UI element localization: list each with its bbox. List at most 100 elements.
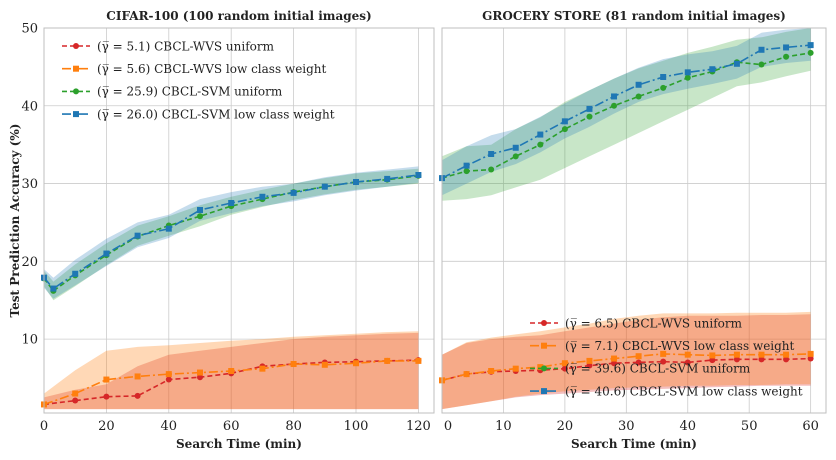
data-point: [758, 351, 765, 358]
data-point: [635, 93, 642, 100]
series-line: [441, 353, 811, 382]
data-point: [353, 179, 359, 185]
x-tick-label: 20: [557, 419, 574, 434]
data-point: [807, 49, 814, 56]
confidence-band: [442, 28, 811, 201]
legend-label: (γ̅ = 5.1) CBCL-WVS uniform: [97, 39, 275, 53]
chart-title: GROCERY STORE (81 random initial images): [482, 9, 786, 23]
data-point: [586, 113, 593, 120]
confidence-band: [442, 311, 811, 410]
series-line: [441, 357, 811, 382]
data-point: [684, 351, 691, 358]
legend-marker: [541, 365, 547, 372]
plot-area: [442, 28, 826, 413]
legend-label: (γ̅ = 25.9) CBCL-SVM uniform: [97, 85, 283, 99]
data-point: [684, 74, 691, 81]
data-point: [635, 353, 642, 360]
legend-label: (γ̅ = 39.6) CBCL-SVM uniform: [565, 362, 751, 376]
y-axis-label: Test Prediction Accuracy (%): [8, 124, 22, 318]
data-point: [635, 359, 642, 366]
x-tick-label: 40: [161, 419, 178, 434]
data-point: [807, 355, 814, 362]
data-point: [758, 356, 765, 363]
y-tick-label: 30: [21, 177, 38, 192]
data-point: [488, 368, 495, 374]
data-point: [134, 232, 141, 239]
data-point: [684, 69, 691, 76]
x-tick-label: 120: [406, 419, 431, 434]
data-point: [197, 213, 203, 220]
data-point: [134, 392, 141, 399]
data-point: [660, 84, 667, 91]
data-point: [321, 361, 328, 368]
legend-marker: [541, 320, 547, 326]
data-point: [384, 357, 391, 364]
data-point: [709, 66, 716, 73]
data-point: [733, 356, 740, 363]
data-point: [611, 93, 618, 100]
data-point: [228, 368, 235, 374]
data-point: [197, 369, 203, 376]
legend-label: (γ̅ = 6.5) CBCL-WVS uniform: [565, 316, 743, 330]
data-point: [807, 42, 814, 49]
data-point: [758, 46, 765, 53]
data-point: [197, 374, 203, 381]
data-point: [134, 373, 141, 380]
data-point: [783, 44, 790, 51]
data-point: [783, 53, 790, 60]
data-point: [537, 364, 544, 371]
data-point: [611, 360, 618, 367]
data-point: [259, 193, 266, 200]
data-point: [512, 365, 519, 372]
x-tick-label: 40: [679, 419, 696, 434]
x-tick-label: 60: [802, 419, 819, 434]
data-point: [660, 350, 667, 357]
x-tick-label: 100: [344, 419, 369, 434]
data-point: [463, 162, 470, 169]
data-point: [72, 270, 79, 277]
data-point: [103, 376, 110, 383]
legend-item: (γ̅ = 25.9) CBCL-SVM uniform: [62, 85, 283, 99]
data-point: [321, 183, 328, 190]
data-point: [586, 357, 593, 364]
data-point: [50, 285, 57, 292]
data-point: [290, 361, 297, 367]
legend-item: (γ̅ = 39.6) CBCL-SVM uniform: [530, 362, 751, 376]
axes-frame: [441, 27, 827, 414]
data-point: [611, 355, 618, 362]
legend-marker: [73, 88, 79, 95]
data-point: [165, 225, 172, 232]
data-point: [463, 371, 470, 378]
x-tick-label: 20: [98, 419, 115, 434]
data-point: [561, 118, 568, 125]
data-point: [660, 74, 667, 80]
legend: (γ̅ = 5.1) CBCL-WVS uniform (γ̅ = 5.6) CB…: [62, 39, 335, 121]
data-point: [537, 131, 544, 138]
legend-item: (γ̅ = 5.6) CBCL-WVS low class weight: [62, 62, 327, 76]
data-point: [103, 393, 110, 400]
data-point: [384, 175, 391, 182]
x-tick-label: 0: [40, 419, 48, 434]
panel-1: 0 20 40 60 80 100 120 10 20 30 40 50 CIFAR-100 (100 …: [8, 9, 435, 451]
data-point: [807, 350, 814, 357]
chart-title: CIFAR-100 (100 random initial images): [106, 9, 371, 23]
x-tick-label: 60: [223, 419, 240, 434]
x-tick-label: 0: [444, 419, 452, 434]
x-tick-label: 30: [618, 419, 635, 434]
axes-frame: [43, 27, 435, 414]
data-point: [512, 144, 519, 151]
data-point: [660, 358, 667, 365]
x-axis-label: Search Time (min): [571, 437, 697, 451]
y-tick-label: 50: [21, 22, 38, 37]
data-point: [197, 207, 203, 213]
legend-marker: [73, 43, 79, 49]
legend-marker: [541, 388, 547, 395]
data-point: [783, 356, 790, 363]
data-point: [290, 189, 297, 196]
y-tick-label: 10: [21, 333, 38, 348]
data-point: [165, 371, 172, 378]
data-point: [103, 250, 110, 257]
data-point: [165, 376, 172, 383]
data-point: [733, 351, 740, 358]
